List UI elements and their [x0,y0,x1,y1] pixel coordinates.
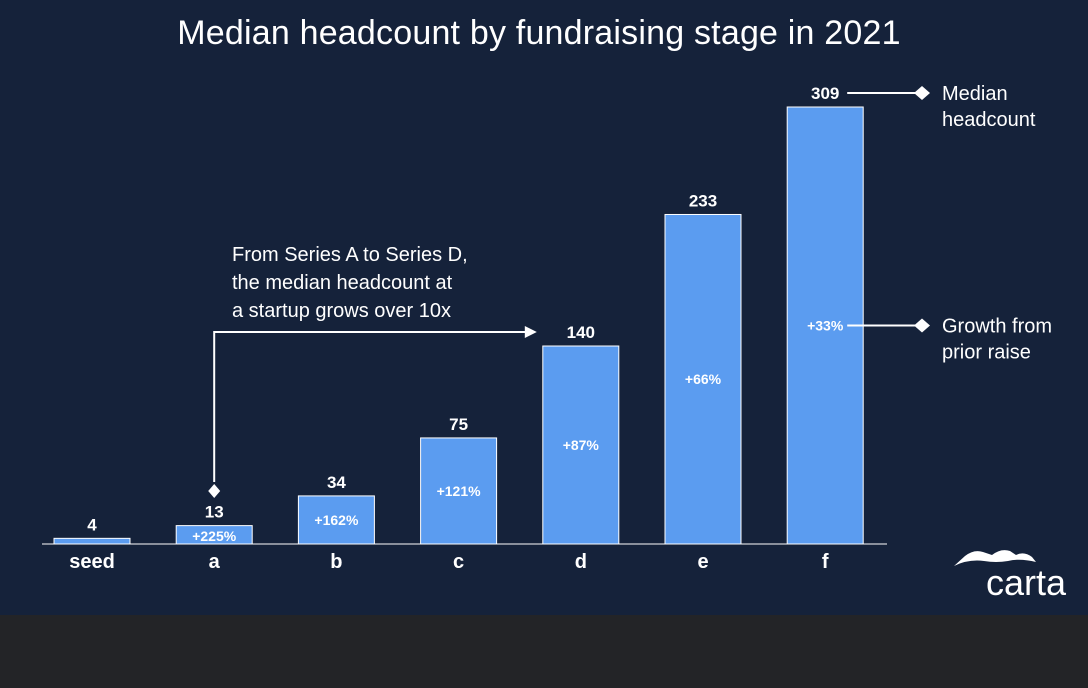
tick-label-e: e [697,551,708,573]
tick-label-c: c [453,551,464,573]
value-label-e: 233 [689,191,717,210]
value-label-b: 34 [327,473,346,492]
legend-growth-key-line-2: prior raise [942,342,1031,364]
value-label-c: 75 [449,415,468,434]
value-label-a: 13 [205,503,224,522]
annotation-line-1: From Series A to Series D, [232,244,468,266]
growth-label-f: +33% [807,318,844,334]
growth-label-a: +225% [192,528,237,544]
growth-label-b: +162% [314,512,359,528]
bottom-strip [0,615,1088,688]
tick-label-b: b [330,551,342,573]
tick-label-f: f [822,551,829,573]
bar-chart: 4 seed 13 a +225% 34 b +162% 75 c +121% 140 d +87% 233… [42,83,1067,603]
tick-label-seed: seed [69,551,115,573]
legend: Median headcount Growth from prior raise [847,83,1052,364]
growth-label-d: +87% [563,437,600,453]
value-label-seed: 4 [87,515,97,534]
legend-value-key-line-2: headcount [942,109,1036,131]
annotation-line-2: the median headcount at [232,272,453,294]
annotation-diamond [208,484,221,498]
chart-title: Median headcount by fundraising stage in… [177,14,901,52]
legend-value-diamond [914,86,930,100]
carta-logo: carta [954,550,1067,603]
legend-growth-key-line-1: Growth from [942,316,1052,338]
growth-label-c: +121% [437,483,482,499]
tick-label-a: a [209,551,221,573]
value-label-f: 309 [811,84,839,103]
bars-layer: 4 seed 13 a +225% 34 b +162% 75 c +121% 140 d +87% 233… [53,84,864,573]
annotation: From Series A to Series D, the median hea… [208,244,537,498]
annotation-line-3: a startup grows over 10x [232,300,451,322]
annotation-arrowhead [524,326,537,338]
tick-label-d: d [575,551,587,573]
annotation-arrow-line [213,331,531,482]
bar-b [297,495,375,545]
bar-seed [53,537,131,545]
legend-value-key-line-1: Median [942,83,1008,105]
growth-label-e: +66% [685,371,722,387]
carta-logo-text: carta [986,562,1067,603]
value-label-d: 140 [567,323,595,342]
carta-logo-mark [954,550,1036,566]
legend-growth-diamond [914,318,930,333]
